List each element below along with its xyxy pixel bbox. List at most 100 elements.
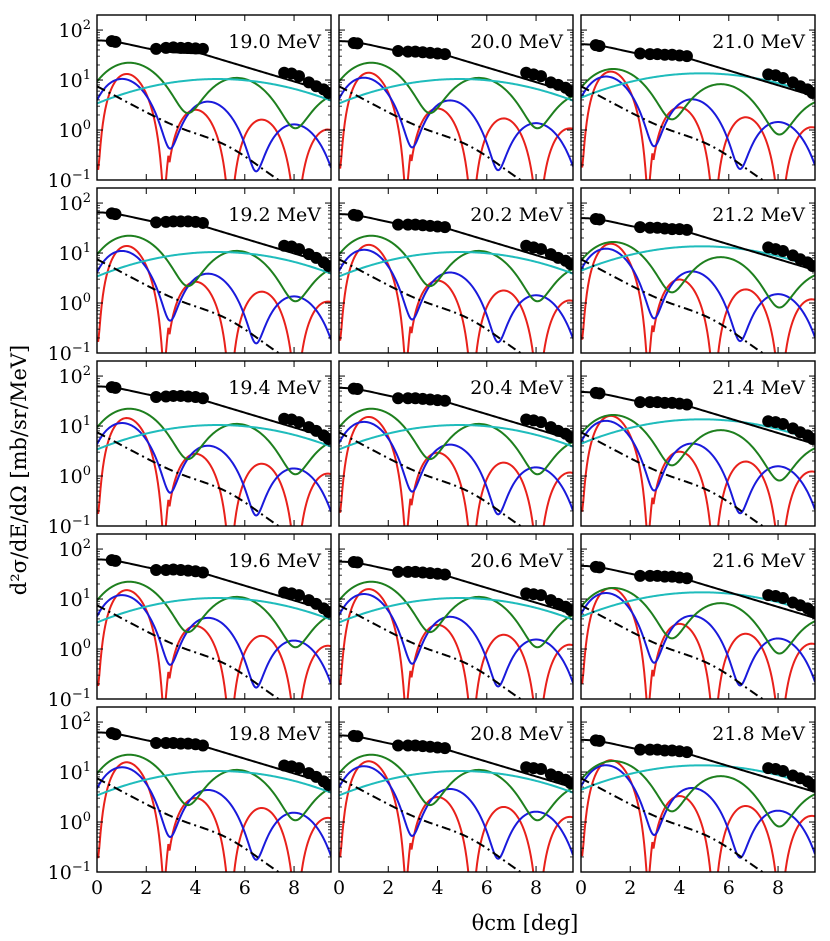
data-point — [680, 223, 693, 236]
data-point — [109, 554, 122, 567]
series-total-curve — [97, 39, 331, 94]
x-tick-label: 2 — [140, 877, 152, 899]
data-point — [322, 779, 331, 792]
series-total-curve — [97, 731, 331, 786]
panels-group: 102 101 100 10−1 19.0 MeV 20.0 MeV 21.0 MeV 102… — [48, 14, 816, 899]
y-tick-label: 101 — [59, 760, 91, 784]
panel-frame — [96, 533, 332, 700]
series-l1-curve — [97, 766, 331, 861]
data-point — [593, 734, 606, 747]
series-l0-curve — [339, 760, 573, 872]
series-l3-curve — [97, 251, 331, 278]
panel-198: 0 2 4 6 8 102 101 100 10−1 19.8 MeV — [48, 706, 332, 899]
series-l0-curve — [97, 761, 331, 872]
panel-frame — [580, 706, 816, 873]
y-tick-label: 101 — [59, 241, 91, 265]
series-dashdot-curve — [339, 258, 523, 353]
panel-194: 102 101 100 10−1 19.4 MeV — [48, 360, 332, 538]
data-point — [351, 556, 364, 569]
series-l1-curve — [339, 248, 573, 344]
series-l1-curve — [581, 419, 815, 515]
data-point — [292, 589, 305, 602]
series-total-curve — [581, 217, 815, 272]
x-tick-label: 8 — [530, 877, 542, 899]
data-point — [806, 779, 815, 792]
data-point — [392, 45, 405, 58]
series-l2-curve — [339, 753, 573, 822]
data-point — [292, 243, 305, 256]
data-point — [150, 216, 163, 229]
panel-192: 102 101 100 10−1 19.2 MeV — [48, 187, 332, 365]
series-dashdot-curve — [581, 85, 765, 180]
panel-energy-label: 20.4 MeV — [470, 377, 563, 399]
data-point — [196, 42, 209, 55]
series-l3-curve — [97, 597, 331, 624]
x-tick-label: 0 — [333, 877, 345, 899]
series-total-curve — [339, 40, 573, 95]
plot-area — [339, 729, 573, 872]
data-point — [806, 606, 815, 619]
panel-energy-label: 19.0 MeV — [228, 31, 321, 53]
y-tick-label: 10−1 — [48, 341, 91, 365]
data-point — [634, 569, 647, 582]
data-point — [392, 392, 405, 405]
series-l2-curve — [339, 61, 573, 130]
series-l3-curve — [97, 78, 331, 105]
panel-energy-label: 21.8 MeV — [712, 723, 805, 745]
series-l1-curve — [581, 764, 815, 859]
y-tick-label: 10−1 — [48, 687, 91, 711]
data-point — [534, 416, 547, 429]
panel-energy-label: 20.2 MeV — [470, 204, 563, 226]
y-tick-label: 10−1 — [48, 860, 91, 884]
panel-energy-label: 19.8 MeV — [228, 723, 321, 745]
panel-frame — [338, 187, 574, 354]
y-tick-label: 102 — [59, 710, 91, 734]
series-l1-curve — [339, 593, 573, 688]
series-l1-curve — [339, 420, 573, 516]
series-l0-curve — [581, 242, 815, 353]
panel-frame — [580, 14, 816, 181]
series-l0-curve — [97, 589, 331, 699]
panel-energy-label: 20.6 MeV — [470, 550, 563, 572]
data-point — [109, 728, 122, 741]
y-tick-label: 102 — [59, 537, 91, 561]
y-tick-label: 10−1 — [48, 514, 91, 538]
series-l2-curve — [339, 580, 573, 649]
series-dashdot-curve — [97, 85, 281, 180]
data-point — [806, 87, 815, 100]
series-l2-curve — [581, 68, 815, 136]
data-point — [680, 50, 693, 63]
data-point — [109, 208, 122, 221]
series-l2-curve — [581, 241, 815, 309]
data-point — [392, 565, 405, 578]
data-point — [634, 743, 647, 756]
data-point — [593, 561, 606, 574]
series-total-curve — [97, 211, 331, 266]
data-point — [806, 260, 815, 273]
y-axis-title: d²σ/dE/dΩ [mb/sr/MeV] — [7, 345, 31, 595]
data-point — [534, 589, 547, 602]
data-point — [351, 209, 364, 222]
series-l0-curve — [581, 414, 815, 526]
series-dashdot-curve — [339, 431, 523, 526]
panel-energy-label: 20.8 MeV — [470, 723, 563, 745]
x-tick-label: 4 — [431, 877, 443, 899]
x-axis-title: θcm [deg] — [472, 911, 579, 935]
series-l1-curve — [581, 592, 815, 687]
data-point — [150, 42, 163, 55]
x-tick-label: 2 — [382, 877, 394, 899]
series-dashdot-curve — [97, 777, 281, 872]
series-total-curve — [581, 564, 815, 619]
x-tick-label: 0 — [575, 877, 587, 899]
series-l1-curve — [97, 77, 331, 173]
panel-216: 21.6 MeV — [580, 533, 816, 700]
series-l2-curve — [339, 234, 573, 303]
series-dashdot-curve — [581, 604, 765, 699]
series-l0-curve — [339, 415, 573, 526]
data-point — [322, 260, 331, 273]
data-point — [634, 47, 647, 60]
series-l0-curve — [339, 588, 573, 699]
plot-area — [339, 382, 573, 526]
data-point — [680, 746, 693, 759]
y-tick-label: 100 — [59, 118, 91, 142]
